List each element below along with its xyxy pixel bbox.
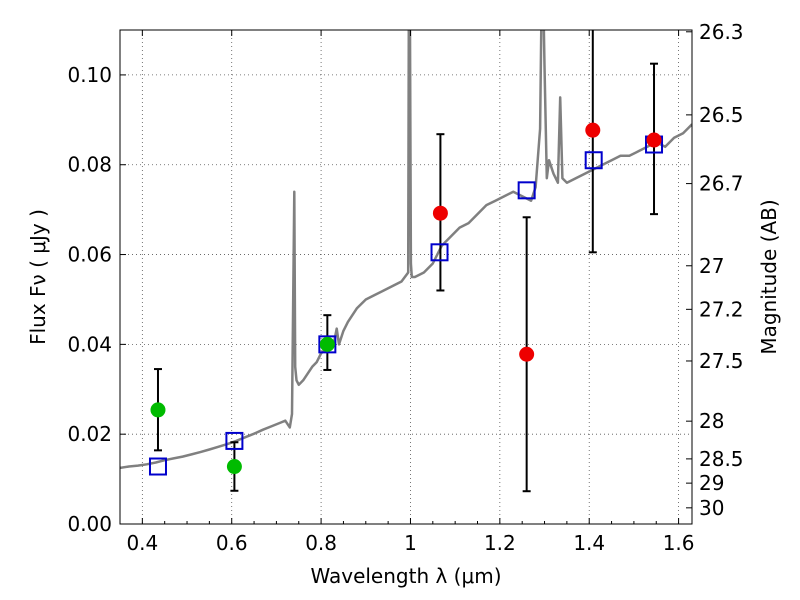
model-square-point: [430, 243, 449, 262]
mag-tick-label: 28.5: [699, 447, 744, 471]
model-square-point: [318, 335, 337, 354]
green-data-point: [319, 336, 335, 352]
mag-tick-label: 28: [699, 409, 724, 433]
x-tick-label: 1: [404, 531, 417, 555]
x-tick-label: 0.4: [126, 531, 158, 555]
y-axis-label-left: Flux Fν ( μJy ): [26, 209, 50, 345]
y-tick-label: 0.08: [67, 153, 112, 177]
model-square-point: [148, 457, 167, 476]
y-tick-label: 0.10: [67, 63, 112, 87]
model-square-point: [584, 151, 603, 170]
mag-tick-label: 26.7: [699, 172, 744, 196]
model-square-point: [225, 431, 244, 450]
mag-tick-label: 27: [699, 254, 724, 278]
data-layer: [120, 30, 692, 493]
y-tick-label: 0.04: [67, 332, 112, 356]
mag-tick-label: 29: [699, 471, 724, 495]
green-data-point: [150, 402, 166, 418]
spectrum-line: [120, 30, 692, 470]
mag-tick-label: 27.2: [699, 297, 744, 321]
y-axis-label-right: Magnitude (AB): [757, 199, 781, 354]
x-tick-label: 0.6: [216, 531, 248, 555]
tick-layer: 0.4 0.6 0.8 1 1.2 1.4 1.6 0.00 0.02 0.04 0.06 0.08 0…: [67, 20, 743, 555]
green-data-point: [226, 459, 242, 475]
x-tick-label: 1.4: [573, 531, 605, 555]
x-tick-label: 1.6: [663, 531, 695, 555]
red-data-point: [646, 132, 662, 148]
plot-frame: [119, 29, 693, 525]
red-data-point: [585, 122, 601, 138]
red-data-point: [432, 205, 448, 221]
mag-tick-label: 30: [699, 496, 724, 520]
model-square-point: [517, 181, 536, 200]
y-tick-label: 0.06: [67, 243, 112, 267]
y-tick-label: 0.02: [67, 422, 112, 446]
mag-tick-label: 26.5: [699, 103, 744, 127]
x-axis-label: Wavelength λ (μm): [310, 564, 501, 588]
x-tick-label: 1.2: [484, 531, 516, 555]
y-tick-label: 0.00: [67, 512, 112, 536]
mag-tick-label: 27.5: [699, 349, 744, 373]
x-tick-label: 0.8: [305, 531, 337, 555]
mag-tick-label: 26.3: [699, 20, 744, 44]
red-data-point: [519, 346, 535, 362]
